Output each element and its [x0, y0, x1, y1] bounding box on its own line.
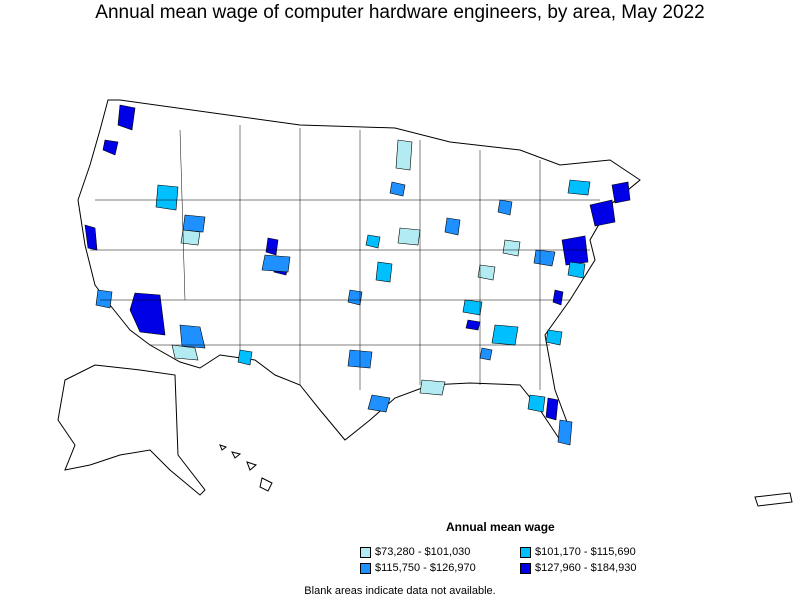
- legend-swatch-tier-1: [360, 546, 371, 558]
- legend-swatch-tier-2: [520, 546, 531, 558]
- us-wage-map: [57, 99, 793, 507]
- tier-3-areas: [95, 181, 573, 446]
- legend-label-tier-1: $73,280 - $101,030: [375, 546, 471, 558]
- legend-swatch-tier-4: [520, 562, 531, 574]
- hawaii-islands: [219, 444, 273, 492]
- legend-label-tier-3: $115,750 - $126,970: [375, 562, 476, 574]
- continental-us-outline: [77, 99, 641, 441]
- tier-1-areas: [171, 139, 521, 396]
- legend-title: Annual mean wage: [446, 520, 555, 534]
- legend-label-tier-2: $101,170 - $115,690: [535, 546, 636, 558]
- legend-label-tier-4: $127,960 - $184,930: [535, 562, 637, 574]
- legend-item-tier-3: $115,750 - $126,970: [360, 562, 476, 574]
- footnote: Blank areas indicate data not available.: [304, 585, 496, 597]
- legend-item-tier-2: $101,170 - $115,690: [520, 546, 636, 558]
- map-title: Annual mean wage of computer hardware en…: [95, 2, 705, 23]
- legend-swatch-tier-3: [360, 562, 371, 574]
- area-boundaries: [90, 125, 600, 390]
- legend-item-tier-4: $127,960 - $184,930: [520, 562, 637, 574]
- puerto-rico-outline: [754, 492, 793, 507]
- tier-2-areas: [155, 179, 591, 413]
- legend-item-tier-1: $73,280 - $101,030: [360, 546, 470, 558]
- alaska-outline: [57, 364, 206, 496]
